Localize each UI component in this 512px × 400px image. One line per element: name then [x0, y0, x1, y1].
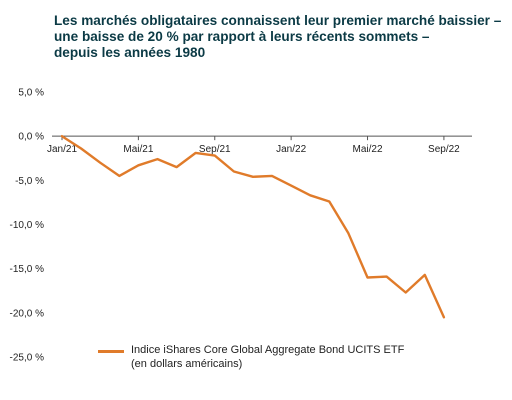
data-point	[99, 162, 101, 164]
data-point	[233, 170, 235, 173]
data-point	[309, 194, 311, 196]
data-point	[347, 232, 349, 234]
data-point	[176, 166, 178, 168]
data-point	[366, 276, 369, 279]
data-point	[386, 276, 388, 278]
y-tick-label: 5,0 %	[18, 88, 44, 99]
data-point	[271, 175, 273, 177]
chart-title: Les marchés obligataires connaissent leu…	[54, 13, 506, 61]
data-point	[290, 185, 292, 187]
chart-title-line-2: une baisse de 20 % par rapport à leurs r…	[54, 29, 430, 44]
x-tick-label: Sep/22	[428, 144, 460, 155]
legend-label-line-2: (en dollars américains)	[131, 358, 243, 370]
y-tick-label: 0,0 %	[18, 132, 44, 143]
data-point	[443, 316, 445, 318]
data-point	[137, 164, 139, 166]
y-tick-label: -5,0 %	[15, 176, 44, 187]
x-tick-label: Mai/21	[123, 144, 153, 155]
data-point	[118, 175, 120, 177]
series-line	[60, 135, 446, 319]
x-tick-label: Mai/22	[353, 144, 383, 155]
legend-swatch	[98, 350, 124, 353]
legend-label-line-1: Indice iShares Core Global Aggregate Bon…	[131, 344, 405, 356]
data-point	[328, 200, 330, 203]
y-tick-label: -15,0 %	[10, 264, 45, 275]
series-layer	[60, 135, 446, 319]
x-tick-label: Jan/21	[47, 144, 77, 155]
axis-layer	[52, 135, 472, 141]
y-tick-label: -20,0 %	[10, 308, 45, 319]
x-tick-label: Sep/21	[199, 144, 231, 155]
data-point	[214, 155, 216, 157]
chart-title-line-3: depuis les années 1980	[54, 45, 206, 60]
x-tick-label: Jan/22	[276, 144, 306, 155]
tick-label-layer: 5,0 % 0,0 % -5,0 % -10,0 % -15,0 % -20,0 % -25…	[10, 88, 461, 364]
y-tick-label: -25,0 %	[10, 353, 45, 364]
legend-label: Indice iShares Core Global Aggregate Bon…	[131, 343, 404, 371]
chart-title-line-1: Les marchés obligataires connaissent leu…	[54, 13, 502, 28]
data-point	[424, 274, 426, 276]
y-tick-label: -10,0 %	[10, 220, 45, 231]
data-point	[195, 152, 197, 154]
data-point	[80, 147, 82, 150]
data-point	[61, 135, 63, 137]
data-point	[405, 291, 407, 294]
data-point	[252, 176, 254, 178]
data-point	[156, 158, 159, 160]
